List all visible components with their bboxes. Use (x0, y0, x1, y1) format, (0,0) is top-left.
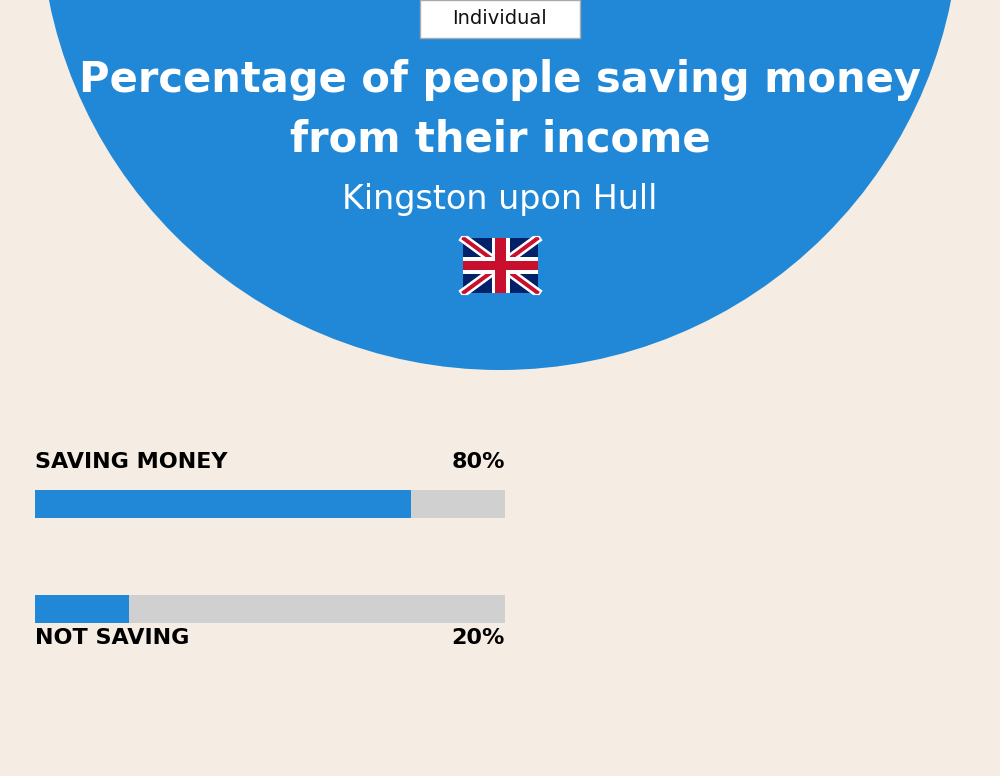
Text: Individual: Individual (453, 9, 547, 29)
Bar (35, 595, 129, 623)
Text: SAVING MONEY: SAVING MONEY (35, 452, 228, 472)
FancyBboxPatch shape (420, 0, 580, 38)
Bar (495, 238, 506, 293)
Bar (35, 490, 505, 518)
Circle shape (40, 0, 960, 370)
Bar (35, 595, 505, 623)
Bar (463, 238, 538, 293)
Bar (463, 261, 538, 271)
Text: Kingston upon Hull: Kingston upon Hull (342, 183, 658, 217)
Bar (492, 238, 510, 293)
Text: Percentage of people saving money: Percentage of people saving money (79, 59, 921, 101)
Text: 80%: 80% (452, 452, 505, 472)
Bar (35, 490, 411, 518)
Bar (463, 258, 538, 274)
Text: from their income: from their income (290, 119, 710, 161)
Text: 20%: 20% (452, 628, 505, 648)
Text: NOT SAVING: NOT SAVING (35, 628, 189, 648)
